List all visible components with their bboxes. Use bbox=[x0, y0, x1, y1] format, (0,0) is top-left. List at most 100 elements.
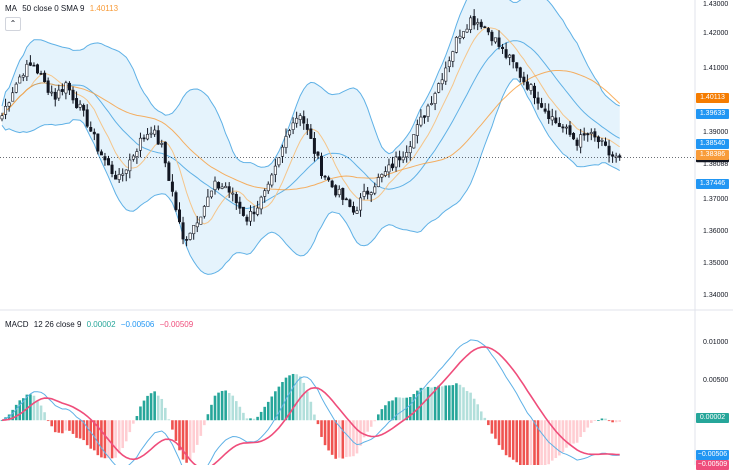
macd-histogram-bar bbox=[266, 401, 270, 421]
candle-body bbox=[156, 130, 160, 145]
candle-body bbox=[188, 232, 192, 240]
candle-body bbox=[96, 133, 100, 152]
macd-histogram-bar bbox=[412, 394, 416, 421]
macd-histogram-bar bbox=[320, 420, 323, 437]
candle-body bbox=[213, 180, 217, 190]
macd-histogram-bar bbox=[306, 391, 309, 421]
macd-histogram-bar bbox=[586, 420, 590, 428]
macd-histogram-bar bbox=[469, 392, 472, 421]
macd-histogram-bar bbox=[149, 393, 153, 421]
legend-collapse-button[interactable]: ⌃ bbox=[5, 17, 21, 31]
macd-histogram-bar bbox=[270, 396, 274, 421]
macd-histogram-bar bbox=[408, 396, 412, 421]
candle-body bbox=[589, 132, 593, 135]
macd-histogram-bar bbox=[362, 420, 366, 438]
macd-histogram-bar bbox=[327, 420, 330, 451]
candle-body bbox=[504, 49, 508, 58]
candle-body bbox=[288, 130, 292, 136]
macd-histogram-bar bbox=[22, 398, 25, 421]
candle-body bbox=[39, 73, 43, 75]
macd-axis-label: 0.00500 bbox=[703, 377, 729, 384]
candle-body bbox=[323, 175, 327, 178]
candle-body bbox=[405, 152, 409, 158]
candle-body bbox=[522, 76, 526, 83]
candle-body bbox=[540, 103, 544, 108]
candle-body bbox=[532, 85, 536, 99]
macd-histogram-bar bbox=[210, 404, 213, 421]
macd-indicator-name: MACD bbox=[5, 320, 29, 329]
candle-body bbox=[387, 164, 391, 173]
price-axis-label: 1.42000 bbox=[703, 30, 729, 37]
candle-body bbox=[373, 186, 377, 194]
macd-histogram-bar bbox=[600, 418, 604, 421]
candle-body bbox=[557, 123, 561, 127]
macd-histogram-bar bbox=[394, 397, 398, 421]
candle-body bbox=[199, 216, 203, 225]
candle-body bbox=[493, 37, 497, 43]
candle-body bbox=[582, 133, 586, 136]
macd-histogram-bar bbox=[224, 390, 227, 421]
macd-histogram-bar bbox=[302, 382, 306, 421]
macd-histogram-bar bbox=[448, 385, 451, 421]
candle-body bbox=[444, 67, 448, 82]
macd-histogram-bar bbox=[334, 420, 337, 459]
macd-histogram-bar bbox=[416, 390, 419, 421]
macd-histogram-bar bbox=[391, 400, 394, 421]
candle-body bbox=[337, 188, 341, 196]
macd-histogram-bar bbox=[355, 420, 359, 454]
macd-histogram-bar bbox=[575, 420, 579, 443]
macd-value-tag: 0.00002 bbox=[696, 413, 729, 423]
macd-histogram-bar bbox=[32, 395, 36, 421]
ma-indicator-value: 1.40113 bbox=[89, 4, 119, 13]
macd-histogram-bar bbox=[288, 375, 291, 421]
ma-50-line bbox=[1, 70, 621, 191]
macd-histogram-bar bbox=[174, 420, 178, 441]
price-axis-label: 1.35000 bbox=[703, 260, 729, 267]
macd-histogram-bar bbox=[337, 420, 341, 458]
candle-body bbox=[561, 126, 565, 129]
macd-histogram-bar bbox=[249, 418, 252, 421]
macd-signal-tag: −0.00506 bbox=[696, 450, 729, 460]
macd-histogram-bar bbox=[590, 420, 593, 423]
macd-histogram-bar bbox=[398, 397, 401, 421]
candle-body bbox=[121, 173, 125, 176]
macd-histogram-bar bbox=[71, 420, 75, 434]
candle-body bbox=[114, 174, 118, 180]
candle-body bbox=[35, 64, 39, 74]
macd-histogram-bar bbox=[164, 407, 167, 421]
candle-body bbox=[270, 174, 274, 186]
macd-histogram-bar bbox=[146, 395, 149, 421]
candle-body bbox=[181, 222, 185, 240]
macd-histogram-bar bbox=[43, 412, 46, 421]
candle-body bbox=[547, 110, 551, 120]
candle-body bbox=[192, 224, 196, 235]
candle-body bbox=[50, 91, 54, 94]
candle-body bbox=[185, 239, 189, 241]
macd-histogram-bar bbox=[252, 418, 256, 421]
macd-histogram-bar bbox=[614, 420, 618, 423]
macd-histogram-bar bbox=[387, 401, 391, 421]
candle-body bbox=[14, 83, 18, 93]
candle-body bbox=[543, 108, 547, 112]
macd-histogram-bar bbox=[515, 420, 519, 463]
candle-body bbox=[178, 209, 182, 223]
bb-upper-price-tag: 1.39633 bbox=[696, 109, 729, 119]
macd-histogram-bar bbox=[171, 420, 174, 430]
macd-histogram-bar bbox=[533, 420, 536, 465]
candle-body bbox=[28, 62, 32, 66]
price-axis-label: 1.37000 bbox=[703, 196, 729, 203]
macd-histogram-bar bbox=[568, 420, 572, 446]
macd-histogram-bar bbox=[142, 400, 146, 421]
ma-price-tag: 1.40113 bbox=[696, 93, 729, 103]
candle-body bbox=[284, 136, 288, 148]
candle-body bbox=[501, 46, 505, 49]
candle-body bbox=[383, 171, 387, 176]
macd-histogram-bar bbox=[504, 420, 508, 456]
macd-histogram-bar bbox=[139, 406, 142, 421]
candle-body bbox=[142, 137, 146, 140]
macd-histogram-bar bbox=[497, 420, 501, 446]
candle-body bbox=[11, 92, 15, 102]
candle-body bbox=[202, 206, 206, 217]
macd-histogram-bar bbox=[554, 420, 558, 459]
